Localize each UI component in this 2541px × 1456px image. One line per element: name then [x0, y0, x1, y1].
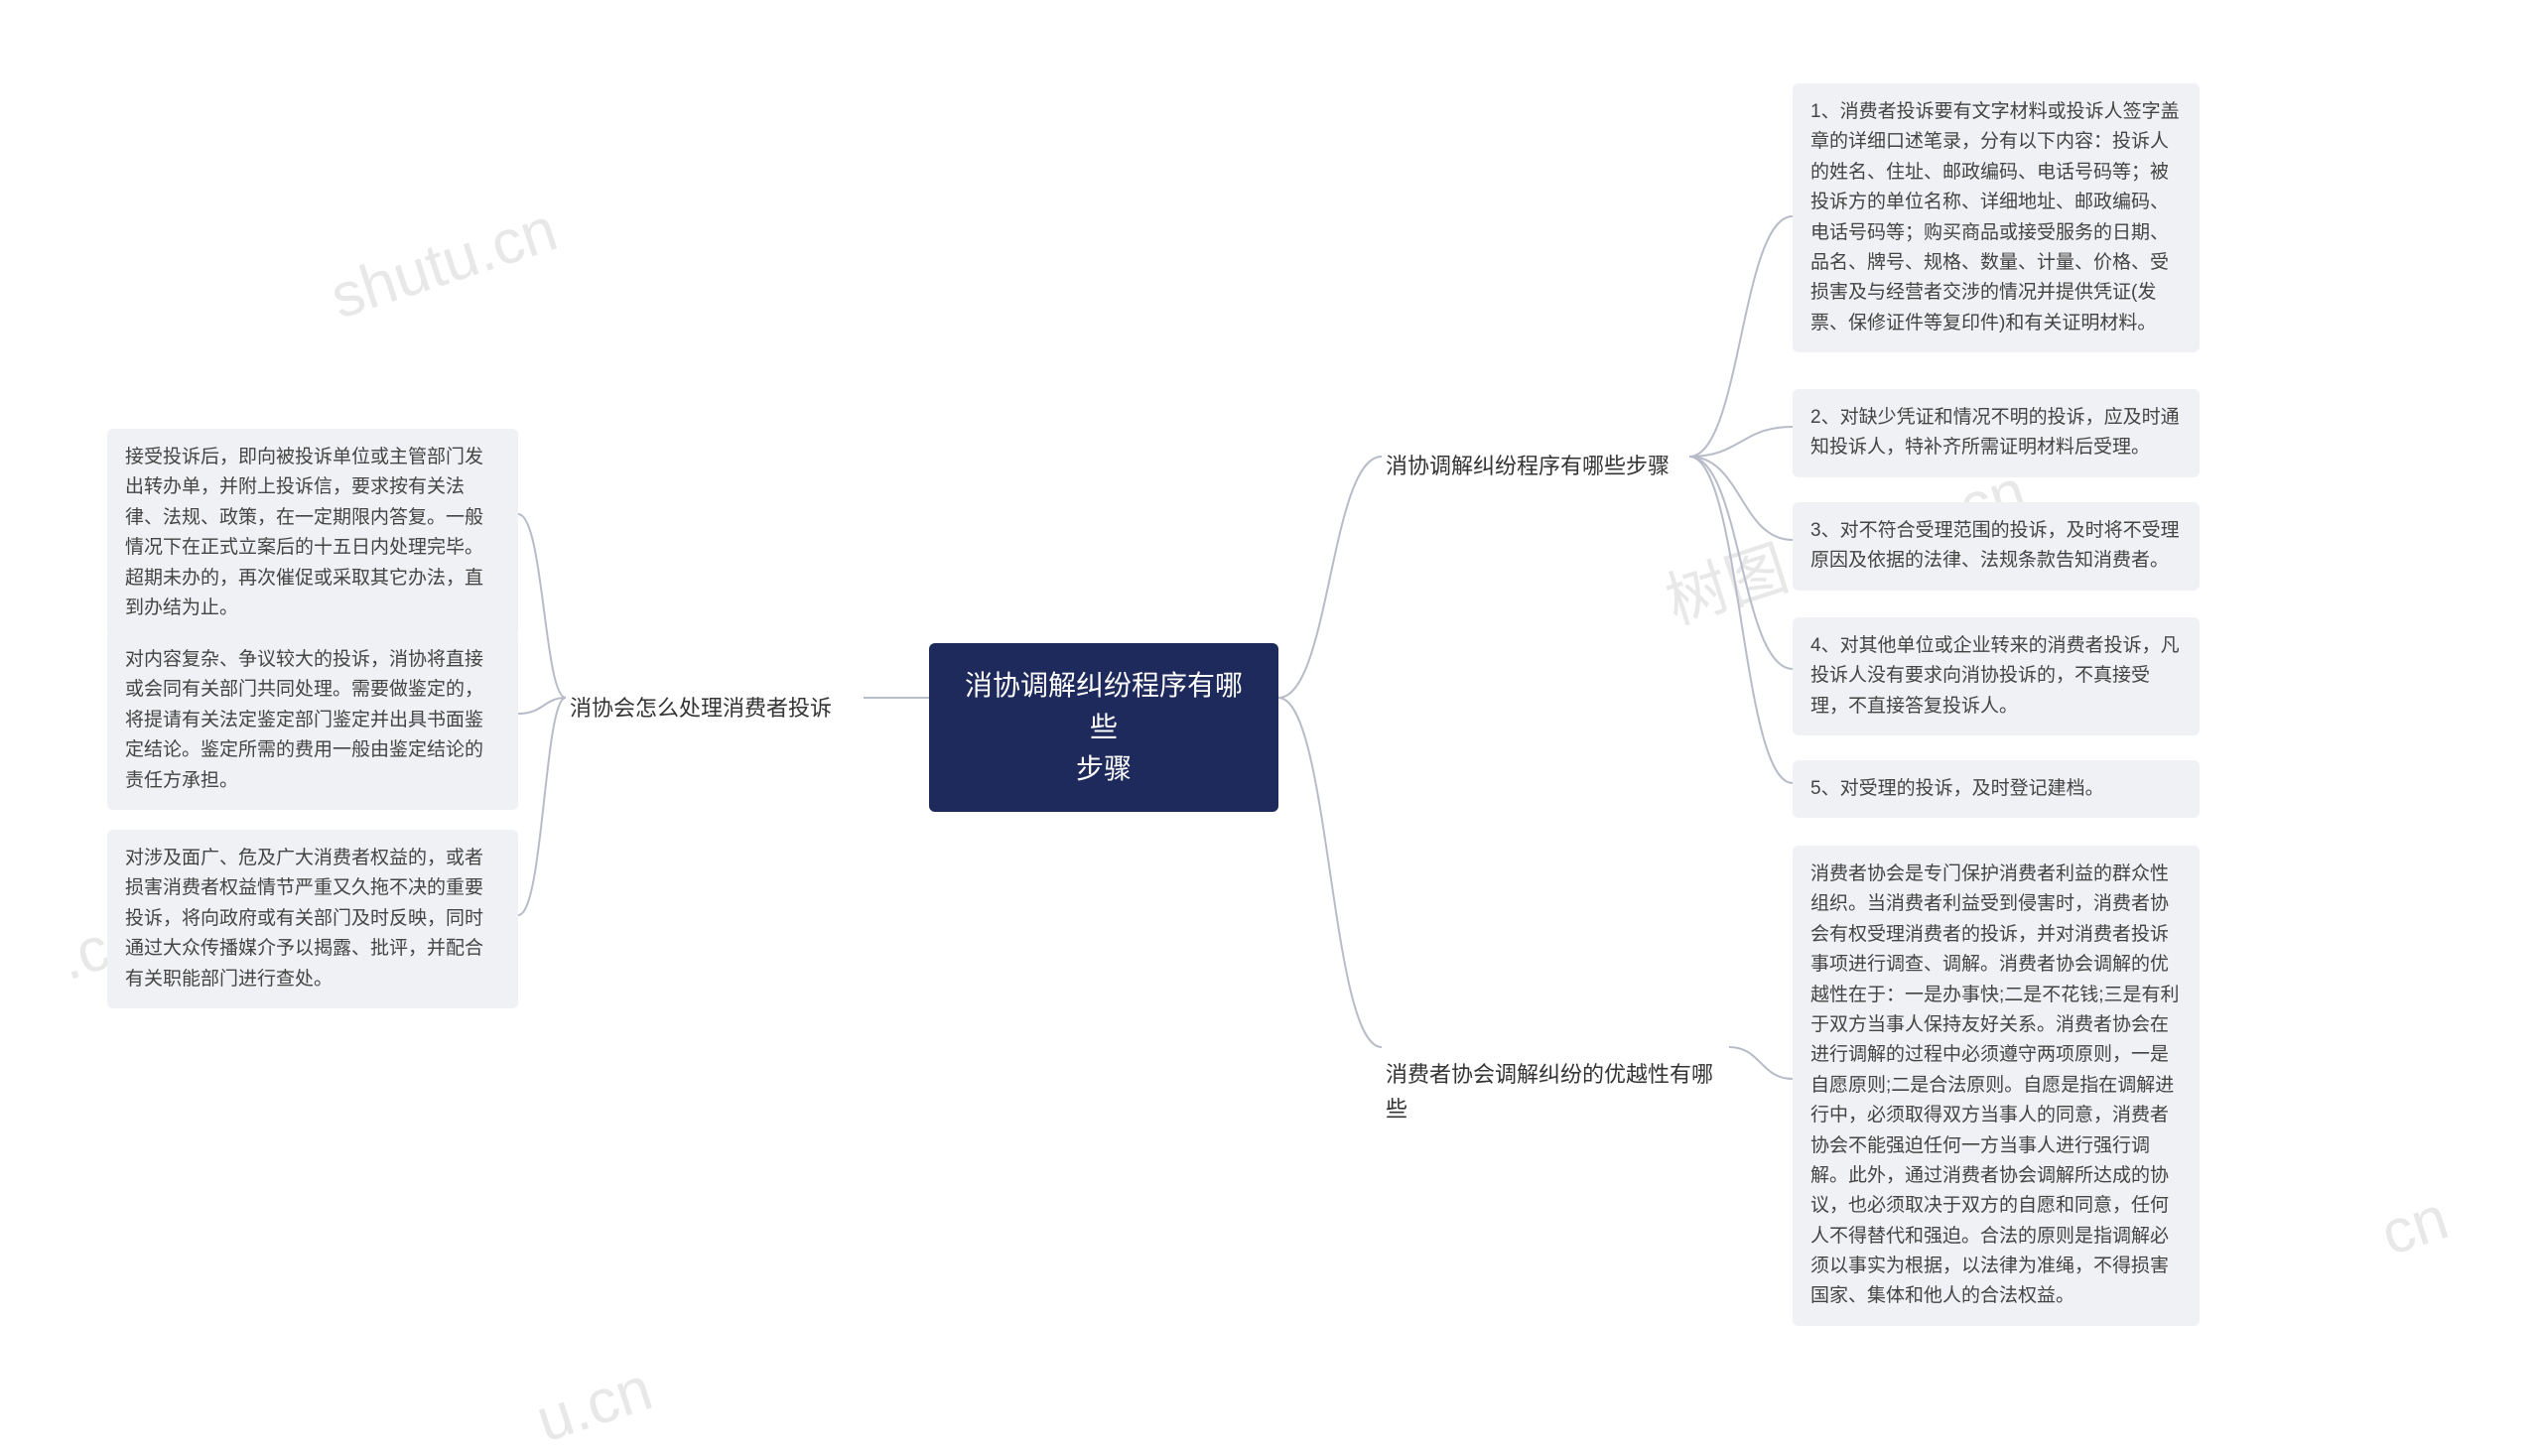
leaf-text: 对涉及面广、危及广大消费者权益的，或者损害消费者权益情节严重又久拖不决的重要投诉…	[125, 848, 483, 990]
right-branch-1-label: 消费者协会调解纠纷的优越性有哪 些	[1382, 1012, 1729, 1137]
left-leaf-0: 接受投诉后，即向被投诉单位或主管部门发出转办单，并附上投诉信，要求按有关法律、法…	[107, 429, 518, 637]
left-leaf-1: 对内容复杂、争议较大的投诉，消协将直接或会同有关部门共同处理。需要做鉴定的，将提…	[107, 631, 518, 810]
leaf-text: 2、对缺少凭证和情况不明的投诉，应及时通知投诉人，特补齐所需证明材料后受理。	[1810, 407, 2180, 458]
leaf-text: 4、对其他单位或企业转来的消费者投诉，凡投诉人没有要求向消协投诉的，不真接受理，…	[1810, 635, 2180, 717]
right-1-leaf-0: 消费者协会是专门保护消费者利益的群众性组织。当消费者利益受到侵害时，消费者协会有…	[1793, 846, 2200, 1326]
leaf-text: 对内容复杂、争议较大的投诉，消协将直接或会同有关部门共同处理。需要做鉴定的，将提…	[125, 649, 483, 791]
branch-text: 消协调解纠纷程序有哪些步骤	[1386, 454, 1670, 478]
center-node-text: 消协调解纠纷程序有哪些 步骤	[965, 670, 1243, 784]
branch-text: 消费者协会调解纠纷的优越性有哪 些	[1386, 1062, 1713, 1122]
left-leaf-2: 对涉及面广、危及广大消费者权益的，或者损害消费者权益情节严重又久拖不决的重要投诉…	[107, 830, 518, 1008]
leaf-text: 消费者协会是专门保护消费者利益的群众性组织。当消费者利益受到侵害时，消费者协会有…	[1810, 863, 2180, 1306]
leaf-text: 接受投诉后，即向被投诉单位或主管部门发出转办单，并附上投诉信，要求按有关法律、法…	[125, 447, 483, 618]
watermark: shutu.cn	[323, 195, 566, 333]
leaf-text: 5、对受理的投诉，及时登记建档。	[1810, 778, 2104, 799]
left-branch-label: 消协会怎么处理消费者投诉	[566, 681, 864, 735]
right-0-leaf-3: 4、对其他单位或企业转来的消费者投诉，凡投诉人没有要求向消协投诉的，不真接受理，…	[1793, 617, 2200, 735]
right-0-leaf-2: 3、对不符合受理范围的投诉，及时将不受理原因及依据的法律、法规条款告知消费者。	[1793, 502, 2200, 591]
center-node: 消协调解纠纷程序有哪些 步骤	[929, 643, 1278, 812]
right-0-leaf-4: 5、对受理的投诉，及时登记建档。	[1793, 760, 2200, 818]
watermark: cn	[2373, 1183, 2457, 1270]
branch-text: 消协会怎么处理消费者投诉	[570, 696, 832, 721]
watermark: u.cn	[528, 1354, 660, 1456]
right-0-leaf-0: 1、消费者投诉要有文字材料或投诉人签字盖章的详细口述笔录，分有以下内容：投诉人的…	[1793, 83, 2200, 352]
right-branch-0-label: 消协调解纠纷程序有哪些步骤	[1382, 439, 1689, 493]
leaf-text: 3、对不符合受理范围的投诉，及时将不受理原因及依据的法律、法规条款告知消费者。	[1810, 520, 2180, 571]
right-0-leaf-1: 2、对缺少凭证和情况不明的投诉，应及时通知投诉人，特补齐所需证明材料后受理。	[1793, 389, 2200, 477]
leaf-text: 1、消费者投诉要有文字材料或投诉人签字盖章的详细口述笔录，分有以下内容：投诉人的…	[1810, 101, 2180, 333]
